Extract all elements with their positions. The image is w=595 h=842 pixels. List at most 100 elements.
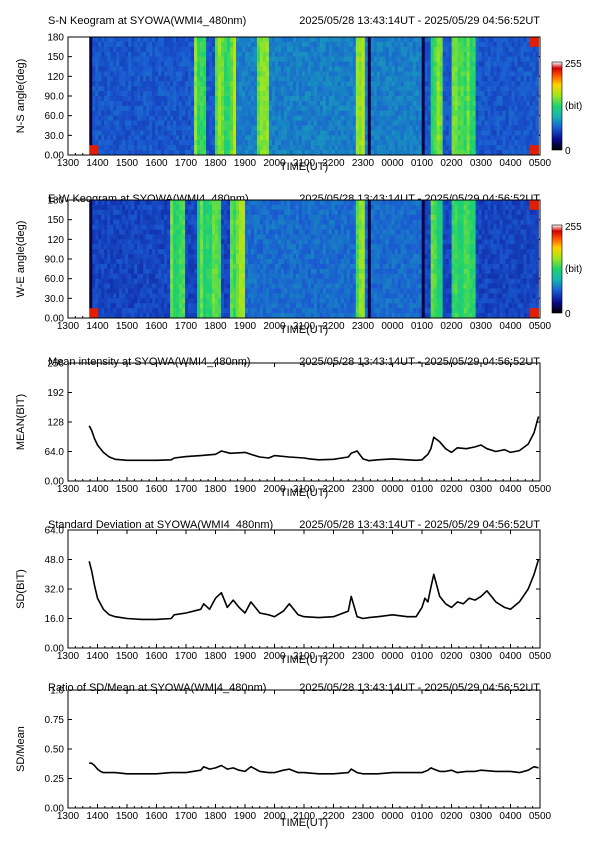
keogram-cell <box>89 145 93 151</box>
keogram-cell <box>511 66 515 72</box>
keogram-cell <box>155 66 159 72</box>
keogram-cell <box>131 81 135 87</box>
keogram-cell <box>304 100 309 107</box>
keogram-cell <box>274 51 279 58</box>
keogram-cell <box>182 244 186 250</box>
keogram-cell <box>164 125 168 131</box>
keogram-cell <box>230 214 234 221</box>
keogram-cell <box>454 120 459 126</box>
keogram-cell <box>236 130 240 136</box>
keogram-cell <box>125 130 129 136</box>
keogram-cell <box>98 86 102 92</box>
keogram-cell <box>167 200 171 206</box>
keogram-cell <box>176 244 180 250</box>
keogram-cell <box>325 81 330 87</box>
keogram-cell <box>89 308 93 314</box>
keogram-cell <box>484 110 489 117</box>
keogram-cell <box>376 46 381 53</box>
keogram-cell <box>484 56 489 62</box>
keogram-cell <box>134 96 138 102</box>
keogram-cell <box>298 105 303 112</box>
keogram-cell <box>107 263 111 270</box>
keogram-cell <box>331 37 336 43</box>
keogram-cell <box>256 110 261 117</box>
keogram-cell <box>194 239 198 245</box>
keogram-cell <box>143 96 147 102</box>
keogram-cell <box>179 115 183 121</box>
keogram-cell <box>406 66 411 72</box>
keogram-cell <box>409 125 414 131</box>
keogram-cell <box>520 76 524 82</box>
keogram-cell <box>412 91 417 97</box>
keogram-cell <box>262 46 267 53</box>
keogram-cell <box>104 234 108 240</box>
keogram-cell <box>262 140 267 146</box>
keogram-cell <box>418 66 423 72</box>
keogram-cell <box>224 130 228 136</box>
keogram-cell <box>176 135 180 141</box>
keogram-cell <box>322 96 327 102</box>
keogram-cell <box>137 268 141 275</box>
keogram-cell <box>481 81 486 87</box>
keogram-cell <box>436 110 441 117</box>
keogram-cell <box>152 239 156 245</box>
keogram-cell <box>460 130 465 136</box>
keogram-cell <box>355 51 360 58</box>
keogram-cell <box>448 66 453 72</box>
keogram-cell <box>301 46 306 53</box>
keogram-cell <box>310 145 315 151</box>
keogram-cell <box>194 105 198 112</box>
keogram-cell <box>152 41 156 48</box>
keogram-cell <box>316 140 321 146</box>
keogram-cell <box>116 51 120 58</box>
keogram-cell <box>352 140 357 146</box>
keogram-cell <box>104 224 108 230</box>
keogram-cell <box>496 37 500 43</box>
keogram-cell <box>274 130 279 136</box>
keogram-cell <box>358 150 363 156</box>
keogram-cell <box>215 259 219 265</box>
keogram-cell <box>191 71 195 77</box>
keogram-cell <box>158 86 162 92</box>
keogram-cell <box>113 313 117 319</box>
keogram-cell <box>244 140 249 146</box>
keogram-cell <box>140 214 144 221</box>
keogram-cell <box>475 110 480 117</box>
keogram-cell <box>535 150 539 156</box>
keogram-cell <box>143 86 147 92</box>
keogram-cell <box>113 224 117 230</box>
keogram-cell <box>295 56 300 62</box>
keogram-cell <box>233 86 237 92</box>
keogram-cell <box>352 86 357 92</box>
keogram-cell <box>250 71 255 77</box>
keogram-cell <box>185 135 189 141</box>
keogram-cell <box>227 288 231 294</box>
keogram-cell <box>298 91 303 97</box>
keogram-cell <box>203 293 207 299</box>
keogram-cell <box>221 135 225 141</box>
keogram-cell <box>433 130 438 136</box>
keogram-cell <box>200 224 204 230</box>
keogram-cell <box>221 140 225 146</box>
keogram-cell <box>119 254 123 260</box>
keogram-cell <box>475 66 480 72</box>
keogram-cell <box>340 41 345 48</box>
keogram-cell <box>227 76 231 82</box>
keogram-cell <box>95 105 99 112</box>
keogram-cell <box>274 135 279 141</box>
keogram-cell <box>466 66 471 72</box>
keogram-cell <box>493 105 497 112</box>
keogram-cell <box>469 71 474 77</box>
keogram-cell <box>484 86 489 92</box>
keogram-cell <box>352 76 357 82</box>
keogram-cell <box>271 86 276 92</box>
keogram-cell <box>343 76 348 82</box>
keogram-cell <box>107 115 111 121</box>
keogram-cell <box>529 145 533 151</box>
keogram-cell <box>289 56 294 62</box>
keogram-cell <box>409 61 414 67</box>
keogram-cell <box>125 224 129 230</box>
keogram-cell <box>328 56 333 62</box>
y-tick-label: 180 <box>47 196 64 207</box>
keogram-cell <box>355 150 360 156</box>
